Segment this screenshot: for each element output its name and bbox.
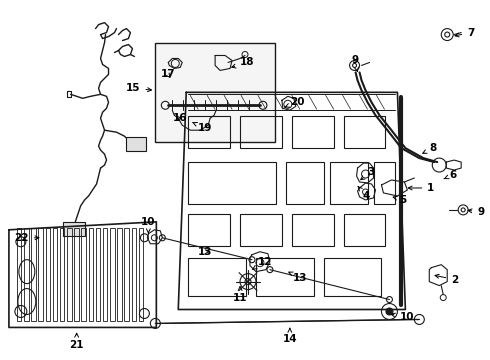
Bar xyxy=(46,228,50,321)
Bar xyxy=(103,228,107,321)
Bar xyxy=(330,162,368,204)
Bar xyxy=(292,214,334,246)
Text: 2: 2 xyxy=(435,274,459,285)
Text: 9: 9 xyxy=(352,55,359,71)
Text: 14: 14 xyxy=(283,328,297,345)
Bar xyxy=(343,116,386,148)
Bar xyxy=(240,214,282,246)
Text: 13: 13 xyxy=(198,247,213,257)
Bar xyxy=(188,214,230,246)
Bar xyxy=(17,228,22,321)
Text: 22: 22 xyxy=(14,233,39,243)
Bar xyxy=(110,228,115,321)
Bar xyxy=(89,228,93,321)
Bar xyxy=(63,222,85,236)
Bar xyxy=(67,228,72,321)
Text: 10: 10 xyxy=(391,312,414,323)
Bar xyxy=(126,137,147,151)
Bar xyxy=(343,214,386,246)
Text: 12: 12 xyxy=(253,257,272,269)
Text: 16: 16 xyxy=(173,113,188,123)
Bar xyxy=(53,228,57,321)
Text: 6: 6 xyxy=(444,170,457,180)
Bar xyxy=(286,162,324,204)
Bar xyxy=(373,162,395,204)
Bar xyxy=(60,228,64,321)
Text: 9: 9 xyxy=(468,207,484,217)
Bar xyxy=(188,162,276,204)
Text: 8: 8 xyxy=(423,143,437,153)
Bar xyxy=(96,228,100,321)
Bar xyxy=(256,258,314,296)
Text: 1: 1 xyxy=(408,183,435,193)
Text: 19: 19 xyxy=(193,122,213,133)
Text: 15: 15 xyxy=(126,84,151,93)
Text: 11: 11 xyxy=(233,287,247,302)
Bar xyxy=(38,228,43,321)
Text: 17: 17 xyxy=(160,69,175,80)
Text: 21: 21 xyxy=(70,333,84,350)
Bar xyxy=(74,228,79,321)
Text: 20: 20 xyxy=(285,97,304,107)
Text: 10: 10 xyxy=(141,217,156,233)
Text: 7: 7 xyxy=(455,28,474,37)
Text: 3: 3 xyxy=(361,167,375,180)
Bar xyxy=(188,258,246,296)
Bar xyxy=(324,258,382,296)
Text: 18: 18 xyxy=(232,58,254,68)
Bar xyxy=(24,228,28,321)
Bar xyxy=(31,228,36,321)
Bar xyxy=(188,116,230,148)
Circle shape xyxy=(386,308,393,315)
Bar xyxy=(139,228,143,321)
Bar xyxy=(292,116,334,148)
Text: 13: 13 xyxy=(289,272,307,283)
Bar xyxy=(240,116,282,148)
Text: 5: 5 xyxy=(393,195,407,205)
Bar xyxy=(155,42,275,142)
Text: 4: 4 xyxy=(358,186,370,201)
Bar xyxy=(124,228,129,321)
Bar xyxy=(132,228,136,321)
Bar xyxy=(81,228,86,321)
Bar xyxy=(117,228,122,321)
